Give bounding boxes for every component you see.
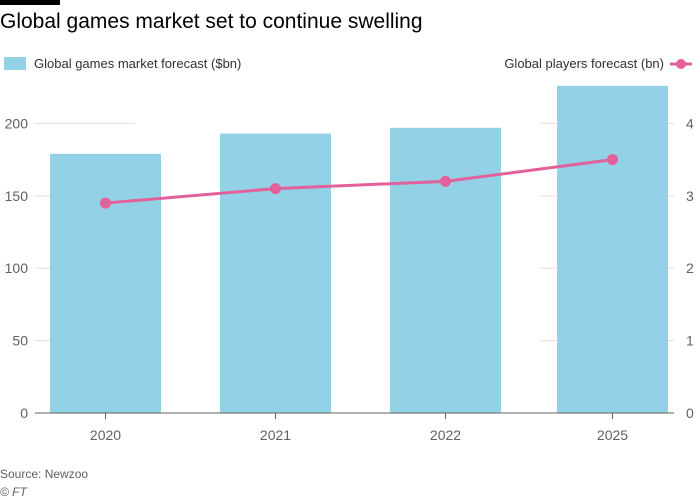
players-point	[270, 183, 281, 195]
y-left-tick-label: 200	[5, 115, 29, 131]
x-tick-label: 2021	[260, 427, 291, 443]
x-tick-label: 2020	[90, 427, 121, 443]
bar	[220, 133, 331, 413]
y-right-tick-label: 2	[686, 260, 694, 276]
y-left-tick-label: 150	[5, 188, 29, 204]
legend-bar-label: Global games market forecast ($bn)	[34, 56, 242, 71]
legend-bars: Global games market forecast ($bn)	[4, 56, 241, 71]
legend-line: Global players forecast (bn)	[504, 56, 692, 71]
legend-line-label: Global players forecast (bn)	[504, 56, 664, 71]
chart-title: Global games market set to continue swel…	[0, 10, 423, 33]
legend-line-swatch	[670, 58, 692, 69]
players-point	[100, 197, 111, 209]
source-note: Source: Newzoo	[0, 467, 89, 481]
y-right-tick-label: 1	[686, 333, 694, 349]
credit-note: © FT	[0, 485, 27, 499]
brand-bar	[0, 0, 60, 5]
y-right-tick-label: 0	[686, 405, 694, 421]
y-right-tick-label: 3	[686, 188, 694, 204]
x-tick-label: 2025	[597, 427, 628, 443]
y-left-tick-label: 0	[20, 405, 28, 421]
bar	[390, 127, 501, 413]
bar	[557, 85, 668, 413]
y-right-tick-label: 4	[686, 115, 694, 131]
bar	[50, 153, 161, 414]
players-point	[607, 154, 618, 166]
y-left-tick-label: 50	[12, 333, 28, 349]
y-left-tick-label: 100	[5, 260, 29, 276]
x-tick-label: 2022	[430, 427, 461, 443]
legend-bar-swatch	[4, 57, 26, 70]
players-point	[440, 175, 451, 187]
players-line	[105, 158, 613, 205]
